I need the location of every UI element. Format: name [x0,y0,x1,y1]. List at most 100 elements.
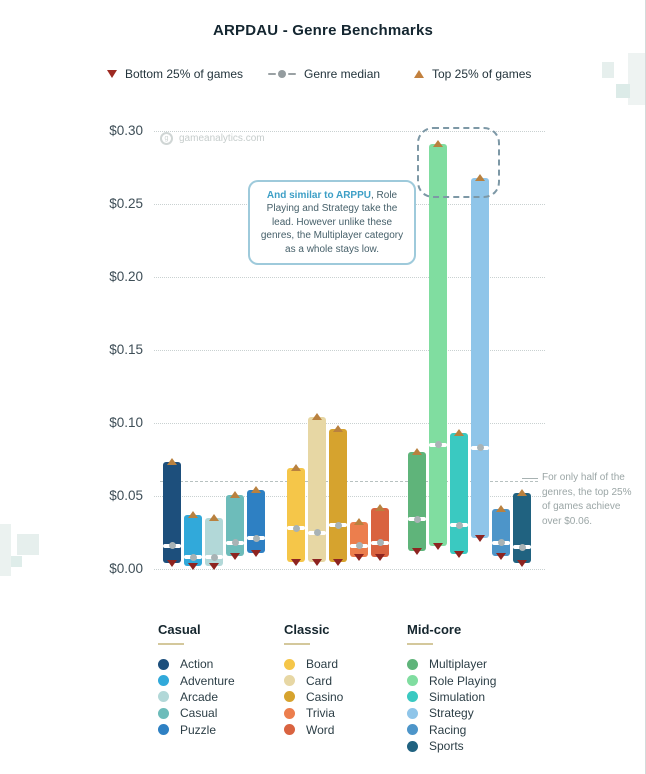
top25-marker-icon [167,458,177,466]
legend-swatch-arcade [158,691,169,703]
legend-item-label: Arcade [180,689,219,704]
legend-item-sports: Sports [407,738,496,754]
bar-role-playing [429,144,447,546]
median-dot-icon [334,521,342,529]
median-dot-icon [476,444,484,452]
bottom25-marker-icon [496,552,506,560]
legend-swatch-casino [284,691,295,703]
median-dot-icon [313,529,321,536]
legend-median: Genre median [268,66,380,82]
median-dot-icon [292,524,300,532]
median-dot [278,70,286,78]
pixel-decoration [602,62,614,78]
legend-swatch-racing [407,724,418,736]
highlight-dashed-box [417,127,500,198]
grid-line [154,496,545,497]
legend-group-classic: Classic Board Card Casino Trivia Word [284,622,343,738]
side-note: For only half of the genres, the top 25%… [542,472,632,527]
median-dot-icon [355,542,363,550]
median-dot-icon [455,521,463,529]
y-tick-label: $0.30 [109,123,143,138]
gameanalytics-logo-icon: g [160,132,173,145]
legend-item-label: Strategy [429,706,474,721]
bottom25-marker-icon [209,563,219,571]
legend-swatch-puzzle [158,724,169,736]
bottom25-marker-icon [188,563,198,571]
median-dot-icon [210,553,218,561]
bottom25-marker-icon [375,554,385,562]
bottom25-marker-icon [412,548,422,556]
top25-marker-icon [291,464,301,472]
top25-marker-icon [375,503,385,511]
top25-marker-icon [433,140,443,148]
legend-swatch-multiplayer [407,658,418,670]
bottom25-marker-icon [454,551,464,559]
grid-line [154,131,545,132]
legend-item-label: Word [306,722,335,737]
top25-marker-icon [333,424,343,432]
legend-item-label: Action [180,657,214,672]
legend-item-action: Action [158,656,235,672]
legend-item-trivia: Trivia [284,705,343,721]
median-dot-icon [376,539,384,547]
median-dot-icon [518,543,526,551]
bar-puzzle [247,490,265,553]
median-dot-icon [413,515,421,523]
legend-item-label: Role Playing [429,673,497,688]
grid-line [154,569,545,570]
bar-adventure [184,514,202,567]
legend-item-label: Sports [429,739,464,754]
pixel-decoration [616,84,630,98]
legend-item-label: Simulation [429,689,486,704]
top25-marker-icon [496,505,506,513]
top25-marker-icon [354,518,364,526]
median-line-right [288,73,296,75]
median-dot-icon [231,539,239,547]
bar-card [308,417,326,562]
legend-top25: Top 25% of games [414,66,531,82]
top25-marker-icon [475,173,485,181]
bar-board [287,468,305,562]
legend-swatch-casual [158,707,169,719]
bar-word [371,507,389,558]
legend-item-casual: Casual [158,705,235,721]
pixel-decoration [17,534,39,555]
legend-item-label: Casino [306,689,344,704]
legend-item-label: Board [306,657,339,672]
legend-swatch-board [284,658,295,670]
legend-item-adventure: Adventure [158,672,235,688]
legend-item-label: Puzzle [180,722,217,737]
bar-sports [513,493,531,564]
bar-multiplayer [408,452,426,552]
watermark: g gameanalytics.com [160,132,265,145]
bar-strategy [471,177,489,539]
y-tick-label: $0.20 [109,269,143,284]
legend-group-header: Classic [284,622,330,637]
y-tick-label: $0.15 [109,342,143,357]
legend-group-header: Mid-core [407,622,462,637]
legend-item-racing: Racing [407,722,496,738]
bottom25-marker-icon [291,558,301,566]
grid-line [154,277,545,278]
bottom25-marker-icon [433,542,443,550]
legend-swatch-action [158,658,169,670]
legend-item-label: Multiplayer [429,657,488,672]
grid-line [154,350,545,351]
top25-marker-icon [312,413,322,421]
triangle-up-icon [414,70,424,78]
bar-simulation [450,433,468,555]
legend-bottom25-label: Bottom 25% of games [125,67,244,81]
legend-swatch-simulation [407,691,418,703]
arpdau-chart: g gameanalytics.com And similar to ARPPU… [109,123,632,576]
legend-item-role-playing: Role Playing [407,672,496,688]
grid-line [154,423,545,424]
legend-item-card: Card [284,672,343,688]
top25-marker-icon [251,486,261,494]
page-title: ARPDAU - Genre Benchmarks [212,22,434,39]
bottom25-marker-icon [167,560,177,568]
legend-item-casino: Casino [284,689,343,705]
triangle-down-icon [107,70,117,78]
legend-median-label: Genre median [304,67,381,81]
bottom25-marker-icon [230,552,240,560]
